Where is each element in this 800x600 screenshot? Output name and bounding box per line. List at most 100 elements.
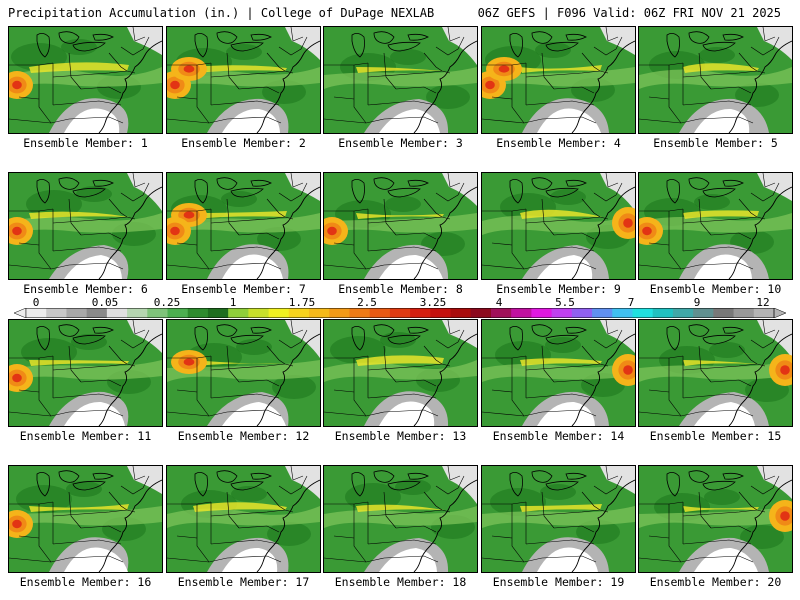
state-border [176, 96, 198, 100]
ensemble-member-label: Ensemble Member: 7 [181, 282, 306, 296]
ensemble-member-panel: Ensemble Member: 2 [166, 26, 321, 150]
lake-outline [230, 334, 264, 345]
state-border [435, 36, 465, 56]
state-border [593, 475, 623, 495]
state-border [395, 86, 437, 94]
light-heavy-precip-streak [683, 506, 759, 512]
state-border [698, 262, 754, 270]
state-border [423, 491, 451, 513]
coastline [413, 333, 477, 426]
state-border [541, 555, 597, 563]
state-border [750, 182, 780, 202]
ensemble-member-label: Ensemble Member: 4 [496, 136, 621, 150]
state-border [167, 264, 228, 270]
precip-map [481, 26, 636, 134]
state-border [482, 411, 543, 417]
state-border [226, 409, 282, 417]
state-border [525, 363, 601, 371]
dry-area [64, 108, 120, 133]
scale-color-bin [531, 308, 553, 318]
scale-color-bin [207, 308, 229, 318]
light-heavy-precip-streak [193, 65, 287, 73]
scale-color-bin [309, 308, 330, 318]
coastline [571, 479, 635, 572]
state-border [120, 182, 150, 202]
model-run-info: 06Z GEFS | F096 Valid: 06Z FRI NOV 21 20… [477, 6, 781, 20]
lake-outline [407, 326, 429, 334]
ensemble-member-panel: Ensemble Member: 6 [8, 172, 163, 296]
precip-map-svg [9, 320, 162, 426]
state-border [541, 262, 597, 270]
color-scale-legend: 0 0.05 0.25 1 1.75 2.5 3.25 4 5.5 7 9 12 [0, 296, 800, 320]
state-border [525, 100, 595, 106]
state-border [52, 216, 128, 224]
state-border [176, 535, 198, 539]
heavy-precip-area [699, 47, 735, 63]
lake-outline [387, 334, 421, 345]
lake-outline [666, 179, 680, 204]
max-precip-core [183, 65, 195, 73]
moderate-precip-band [482, 213, 635, 235]
ensemble-member-panel: Ensemble Member: 13 [323, 319, 478, 443]
precip-map [481, 172, 636, 280]
precip-map-svg [324, 27, 477, 133]
lake-outline [216, 31, 238, 44]
scale-tick-label: 3.25 [419, 296, 447, 309]
state-border [68, 262, 124, 270]
ensemble-member-panel: Ensemble Member: 19 [481, 465, 636, 589]
light-heavy-precip-streak [520, 358, 602, 366]
max-precip-core [12, 80, 22, 90]
state-border [80, 379, 122, 387]
heavy-precip-area [385, 196, 421, 212]
state-border [447, 466, 461, 481]
state-border [738, 491, 766, 513]
lake-outline [531, 177, 553, 190]
scale-color-bin [106, 308, 128, 318]
heavy-precip-area [226, 44, 262, 60]
map-header: Precipitation Accumulation (in.) | Colle… [0, 0, 800, 22]
lake-outline [58, 470, 80, 483]
lake-outline [722, 326, 744, 334]
lake-outline [373, 177, 395, 190]
state-border [196, 358, 210, 417]
scale-tick-label: 5.5 [555, 296, 575, 309]
ensemble-member-label: Ensemble Member: 13 [334, 429, 467, 443]
state-border [541, 491, 555, 529]
precip-map [323, 172, 478, 280]
ensemble-member-panel: Ensemble Member: 20 [638, 465, 793, 589]
state-border [525, 539, 595, 545]
precip-map [638, 26, 793, 134]
scale-color-bin [147, 308, 169, 318]
precip-map-svg [639, 173, 792, 279]
state-border [541, 409, 597, 417]
lake-outline [702, 41, 736, 52]
state-border [226, 262, 282, 270]
state-border [108, 345, 136, 367]
state-border [238, 379, 280, 387]
lake-outline [230, 187, 264, 198]
state-border [383, 555, 439, 563]
state-border [167, 118, 228, 124]
state-border [367, 70, 443, 78]
state-border [698, 52, 712, 90]
state-border [639, 118, 700, 124]
state-border [120, 329, 150, 349]
lake-outline [216, 177, 238, 190]
scale-tick-label: 4 [495, 296, 503, 309]
state-border [383, 262, 439, 270]
state-border [52, 509, 128, 517]
heavy-precip-area [390, 49, 426, 65]
ensemble-member-label: Ensemble Member: 2 [181, 136, 306, 150]
lake-outline [92, 33, 114, 41]
state-border [210, 216, 286, 224]
state-border [682, 509, 758, 517]
state-border [80, 232, 122, 240]
scale-color-bin [389, 308, 411, 318]
state-border [120, 36, 150, 56]
lake-outline [565, 33, 587, 41]
lake-outline [545, 334, 579, 345]
moderate-precip-band [324, 213, 477, 235]
scale-color-bin [450, 308, 472, 318]
dry-area-northeast [127, 466, 162, 494]
ensemble-member-panel: Ensemble Member: 7 [166, 172, 321, 296]
